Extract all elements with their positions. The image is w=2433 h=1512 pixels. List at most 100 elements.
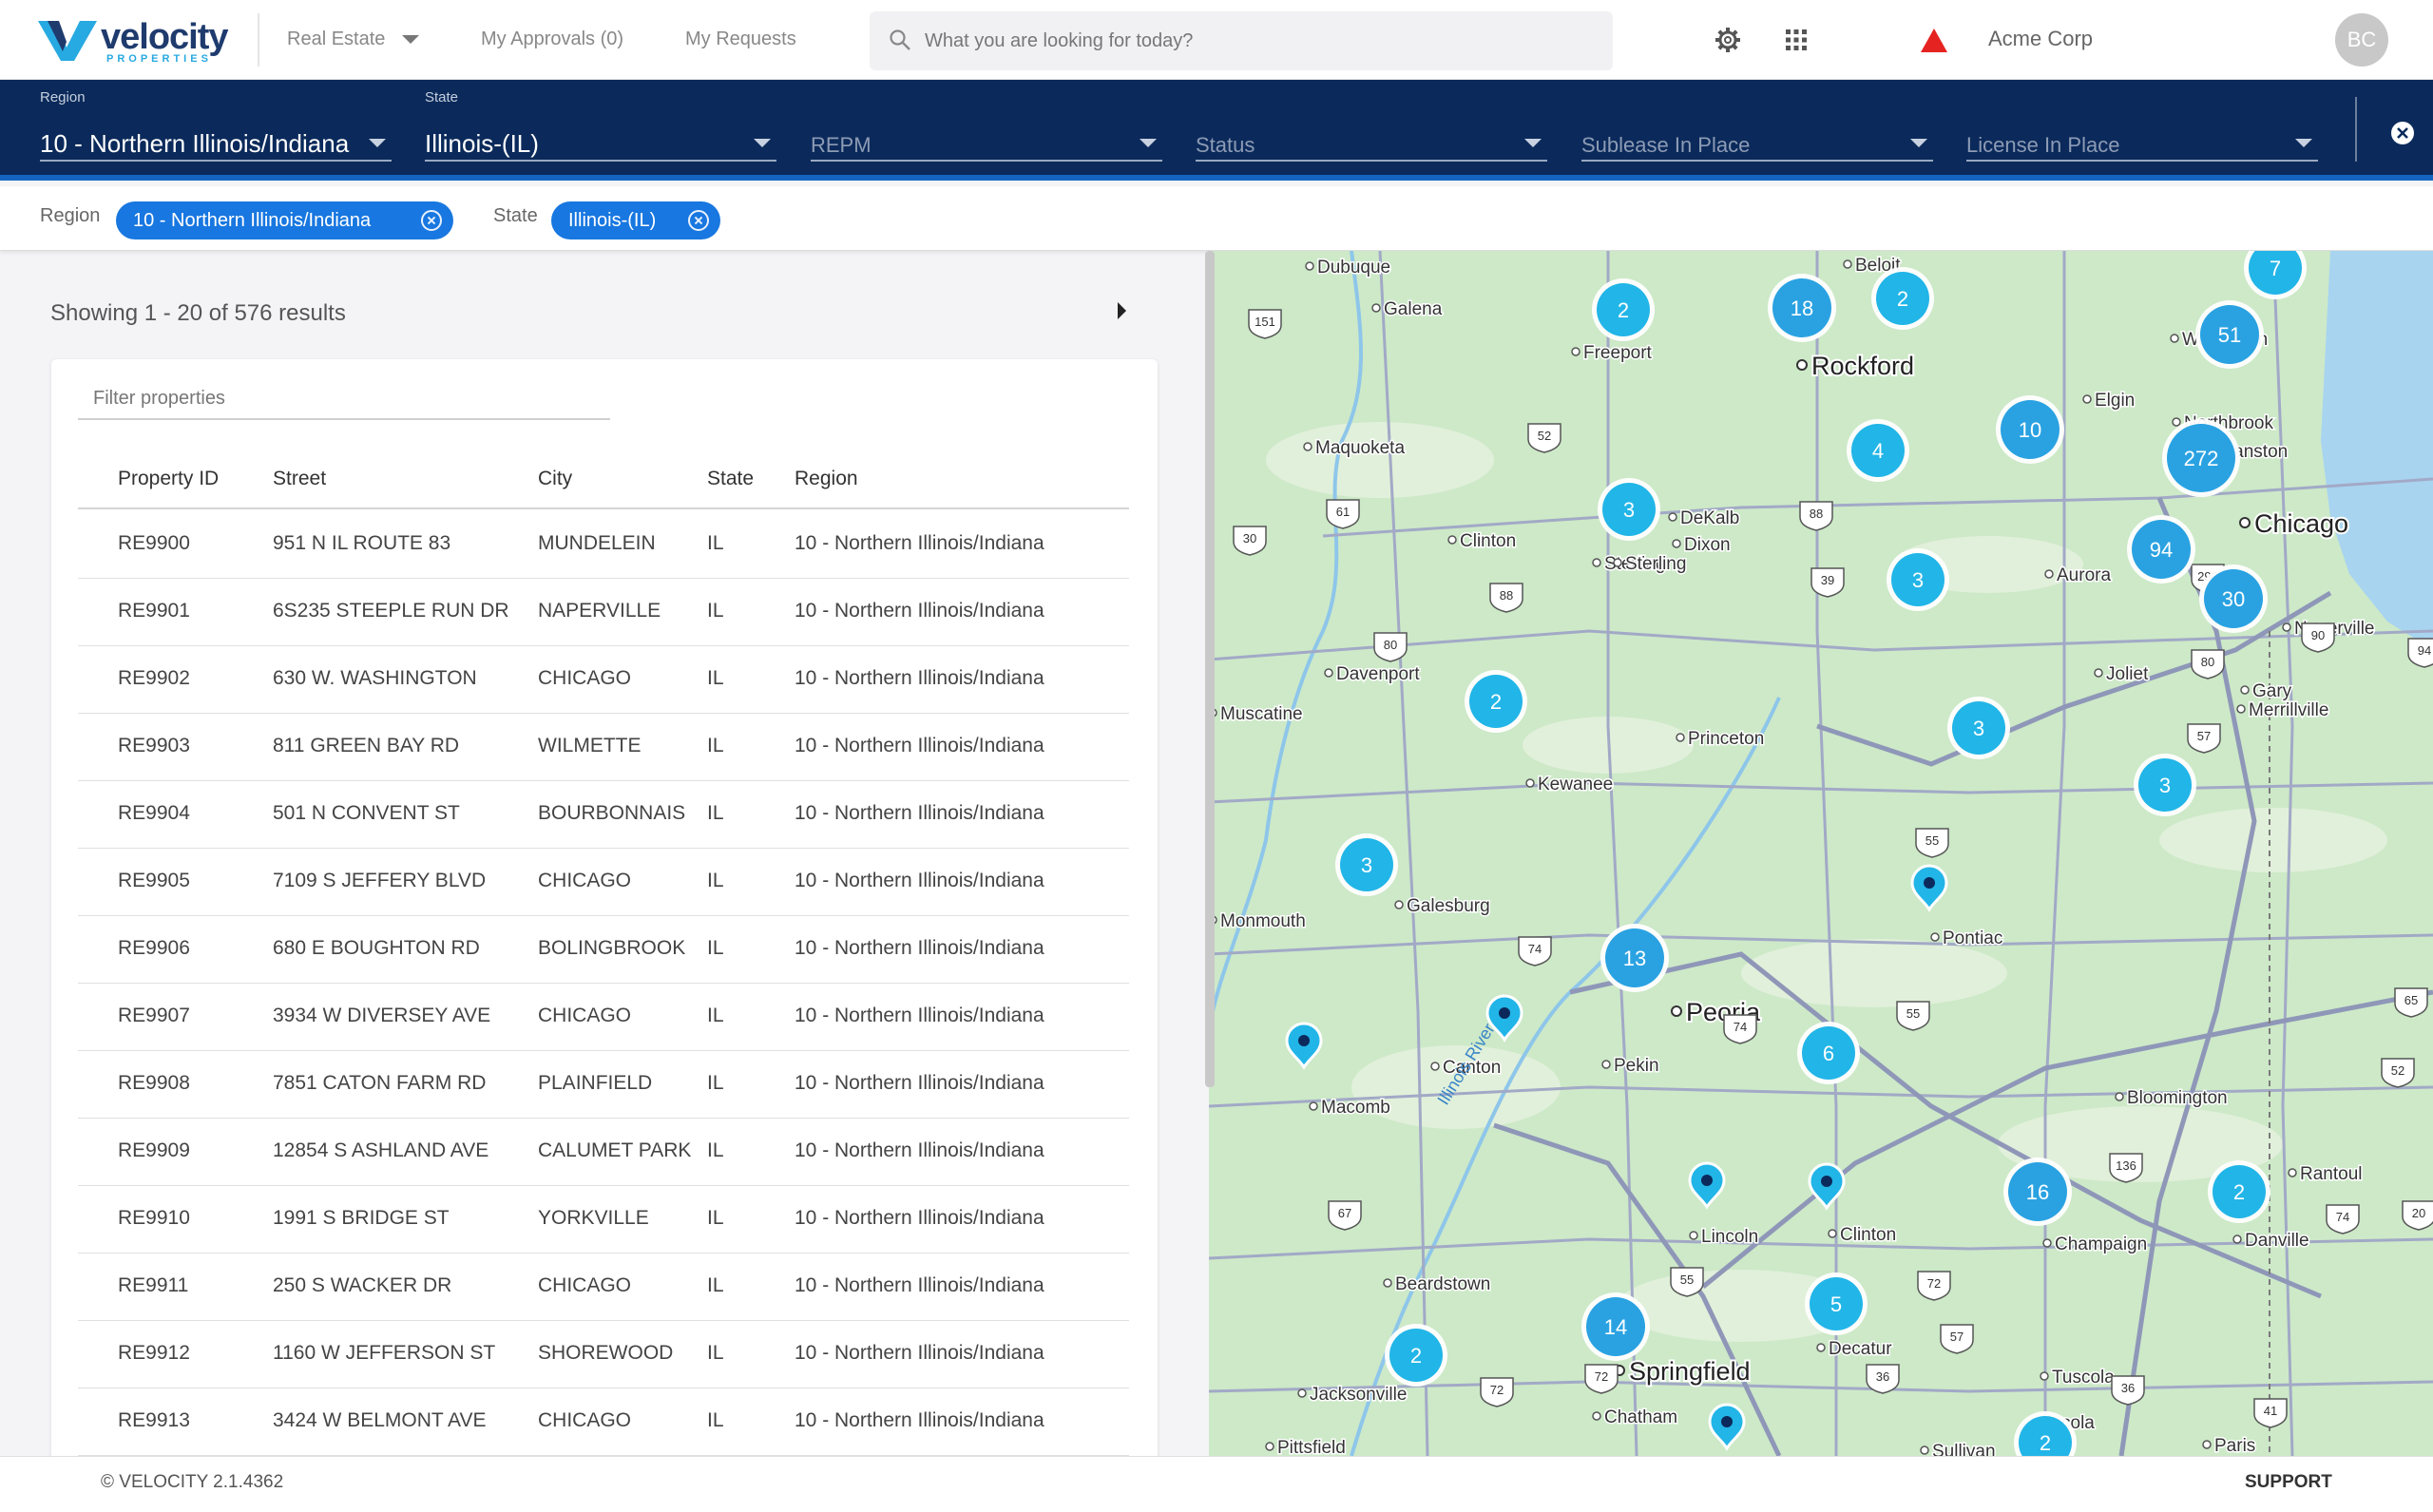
company-name[interactable]: Acme Corp (1988, 27, 2094, 50)
search-input[interactable] (925, 25, 1590, 57)
table-row[interactable]: RE9909 12854 S ASHLAND AVE CALUMET PARK IL 1… (78, 1119, 1129, 1186)
status-select[interactable]: Status (1196, 89, 1547, 162)
cluster-marker[interactable]: 5 (1805, 1273, 1868, 1335)
cluster-marker[interactable]: 30 (2199, 565, 2268, 633)
column-header-city[interactable]: City (538, 468, 573, 489)
svg-text:Macomb: Macomb (1321, 1098, 1390, 1118)
apps-grid-icon[interactable] (1785, 29, 1808, 51)
location-pin-icon[interactable] (1708, 1403, 1746, 1451)
highway-shield-icon: 57 (1940, 1324, 1974, 1354)
support-link[interactable]: SUPPORT (2245, 1472, 2332, 1492)
cluster-marker[interactable]: 6 (1797, 1022, 1860, 1084)
city-label: Tuscola (2040, 1367, 2117, 1389)
svg-text:Lincoln: Lincoln (1701, 1227, 1758, 1247)
table-row[interactable]: RE9904 501 N CONVENT ST BOURBONNAIS IL 10 - … (78, 781, 1129, 849)
column-header-state[interactable]: State (707, 468, 755, 489)
collapse-panel-arrow-icon[interactable] (1118, 302, 1126, 319)
location-pin-icon[interactable] (1285, 1022, 1323, 1070)
location-pin-icon[interactable] (1688, 1161, 1726, 1210)
cluster-marker[interactable]: 272 (2162, 419, 2240, 497)
filter-bar: Region 10 - Northern Illinois/Indiana St… (0, 80, 2433, 181)
cluster-marker[interactable]: 51 (2195, 300, 2264, 369)
velocity-logo[interactable]: velocity PROPERTIES (38, 15, 238, 67)
table-row[interactable]: RE9906 680 E BOUGHTON RD BOLINGBROOK IL 10 -… (78, 916, 1129, 984)
remove-chip-icon[interactable] (688, 210, 709, 231)
table-row[interactable]: RE9903 811 GREEN BAY RD WILMETTE IL 10 - Nor… (78, 714, 1129, 781)
cluster-marker[interactable]: 2 (2014, 1411, 2077, 1456)
table-row[interactable]: RE9913 3424 W BELMONT AVE CHICAGO IL 10 - No… (78, 1388, 1129, 1456)
table-row[interactable]: RE9908 7851 CATON FARM RD PLAINFIELD IL 10 -… (78, 1051, 1129, 1119)
location-pin-icon[interactable] (1808, 1162, 1846, 1211)
my-approvals-link[interactable]: My Approvals (0) (481, 29, 624, 49)
cluster-marker[interactable]: 2 (1385, 1324, 1447, 1387)
cluster-marker[interactable]: 18 (1768, 274, 1836, 342)
cluster-marker[interactable]: 3 (1887, 548, 1949, 611)
license-select[interactable]: License In Place (1966, 89, 2318, 162)
cluster-marker[interactable]: 3 (2134, 754, 2196, 816)
location-pin-icon[interactable] (1910, 864, 1948, 912)
property-id-cell: RE9903 (118, 735, 190, 756)
cluster-marker[interactable]: 3 (1598, 478, 1660, 541)
map-canvas[interactable]: DubuqueBeloitGalenaFreeportWaukeganNorth… (1209, 251, 2433, 1456)
cluster-marker[interactable]: 2 (1592, 278, 1655, 341)
table-body: RE9900 951 N IL ROUTE 83 MUNDELEIN IL 10 - N… (78, 511, 1129, 1456)
cluster-marker[interactable]: 3 (1947, 697, 2010, 759)
column-header-region[interactable]: Region (795, 468, 858, 489)
cluster-marker[interactable]: 2 (2208, 1160, 2270, 1223)
location-pin-icon[interactable] (1485, 994, 1523, 1043)
table-row[interactable]: RE9912 1160 W JEFFERSON ST SHOREWOOD IL 10 -… (78, 1321, 1129, 1388)
highway-shield-icon: 67 (1328, 1200, 1362, 1231)
major-city-label: Springfield (1614, 1355, 1753, 1388)
table-row[interactable]: RE9902 630 W. WASHINGTON CHICAGO IL 10 - Nor… (78, 646, 1129, 714)
cluster-marker[interactable]: 10 (1996, 395, 2064, 464)
region-select[interactable]: Region 10 - Northern Illinois/Indiana (40, 89, 392, 162)
state-select[interactable]: State Illinois-(IL) (425, 89, 776, 162)
column-header-street[interactable]: Street (273, 468, 327, 489)
svg-text:30: 30 (1243, 531, 1256, 545)
table-row[interactable]: RE9905 7109 S JEFFERY BLVD CHICAGO IL 10 - N… (78, 849, 1129, 916)
property-id-cell: RE9905 (118, 870, 190, 891)
cluster-marker[interactable]: 3 (1335, 833, 1398, 896)
cluster-marker[interactable]: 4 (1847, 419, 1909, 482)
global-search (870, 11, 1613, 70)
chevron-down-icon (754, 139, 771, 147)
clear-filters-icon[interactable] (2389, 120, 2416, 146)
street-cell: 630 W. WASHINGTON (273, 667, 477, 689)
city-label: DeKalb (1668, 507, 1741, 530)
cluster-marker[interactable]: 7 (2244, 251, 2307, 299)
column-header-property-id[interactable]: Property ID (118, 468, 220, 489)
gear-icon[interactable] (1715, 27, 1741, 53)
cluster-marker[interactable]: 94 (2127, 515, 2195, 584)
remove-chip-icon[interactable] (421, 210, 442, 231)
table-row[interactable]: RE9910 1991 S BRIDGE ST YORKVILLE IL 10 - No… (78, 1186, 1129, 1254)
cluster-marker[interactable]: 13 (1600, 924, 1669, 992)
property-map[interactable]: DubuqueBeloitGalenaFreeportWaukeganNorth… (1209, 251, 2433, 1456)
cluster-marker[interactable]: 14 (1581, 1292, 1650, 1361)
state-cell: IL (707, 1409, 724, 1431)
property-id-cell: RE9904 (118, 802, 190, 824)
table-row[interactable]: RE9900 951 N IL ROUTE 83 MUNDELEIN IL 10 - N… (78, 511, 1129, 579)
sublease-select[interactable]: Sublease In Place (1581, 89, 1933, 162)
svg-text:Kewanee: Kewanee (1538, 775, 1613, 794)
major-city-label: Chicago (2239, 507, 2350, 540)
filter-properties-input[interactable] (78, 378, 610, 420)
region-chip[interactable]: 10 - Northern Illinois/Indiana (116, 201, 453, 239)
svg-text:80: 80 (2201, 655, 2214, 669)
left-panel-scrollbar[interactable] (1205, 251, 1215, 1087)
table-row[interactable]: RE9907 3934 W DIVERSEY AVE CHICAGO IL 10 - N… (78, 984, 1129, 1051)
svg-text:Princeton: Princeton (1688, 729, 1764, 749)
table-row[interactable]: RE9911 250 S WACKER DR CHICAGO IL 10 - North… (78, 1254, 1129, 1321)
state-chip[interactable]: Illinois-(IL) (551, 201, 720, 239)
table-row[interactable]: RE9901 6S235 STEEPLE RUN DR NAPERVILLE IL 10… (78, 579, 1129, 646)
repm-select[interactable]: REPM (811, 89, 1162, 162)
my-requests-link[interactable]: My Requests (685, 29, 796, 49)
module-dropdown[interactable]: Real Estate (287, 29, 420, 50)
cluster-marker[interactable]: 2 (1465, 670, 1527, 733)
city-label: Decatur (1816, 1338, 1894, 1361)
state-chip-label: State (493, 205, 538, 226)
cluster-marker[interactable]: 2 (1871, 267, 1934, 330)
user-avatar[interactable]: BC (2335, 13, 2388, 67)
city-label: Galesburg (1394, 895, 1491, 918)
svg-text:136: 136 (2116, 1158, 2136, 1173)
cluster-marker[interactable]: 16 (2003, 1158, 2072, 1226)
